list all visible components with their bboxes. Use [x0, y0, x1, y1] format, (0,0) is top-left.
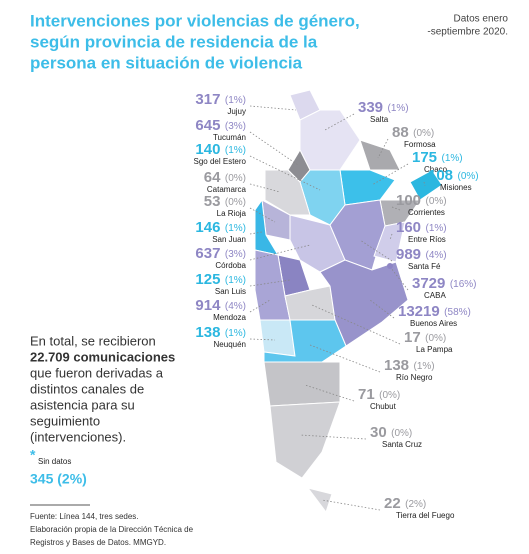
footnote: Fuente: Línea 144, tres sedes. [30, 512, 139, 521]
leader-line [369, 299, 395, 319]
summary-line: (intervenciones). [30, 429, 126, 444]
province-value: 3729 (16%) [412, 275, 477, 292]
map [254, 89, 443, 514]
province-name: Santa Fé [408, 262, 441, 271]
summary-line: asistencia para su [30, 397, 135, 412]
summary-line: distintos canales de [30, 381, 144, 396]
province-name: Tucumán [213, 133, 246, 142]
province-value: 100 (0%) [396, 192, 447, 209]
province-value: 160 (1%) [396, 219, 447, 236]
region [263, 361, 341, 407]
province-value: 64 (0%) [204, 169, 246, 186]
leader-line [299, 434, 367, 440]
summary-line: que fueron derivadas a [30, 365, 164, 380]
province-value: 13219 (58%) [398, 303, 471, 320]
province-value: 637 (3%) [195, 245, 246, 262]
province-value: 140 (1%) [195, 141, 246, 158]
province-name: Chaco [424, 165, 448, 174]
province-value: 317 (1%) [195, 91, 246, 108]
leader-line [359, 239, 393, 262]
region [259, 319, 296, 357]
region [264, 169, 311, 216]
leader-line [249, 131, 299, 166]
leader-line [377, 138, 389, 159]
province-name: Tierra del Fuego [396, 511, 455, 520]
province-name: Sgo del Estero [194, 157, 247, 166]
missing-label: Sin datos [38, 457, 71, 466]
province-value: 138 (1%) [384, 357, 435, 374]
province-name: Salta [370, 115, 389, 124]
region [409, 169, 443, 201]
province-value: 71 (0%) [358, 386, 400, 403]
province-name: San Luis [215, 287, 246, 296]
province-value: 17 (0%) [404, 329, 446, 346]
leader-line [391, 206, 401, 211]
province-value: 125 (1%) [195, 271, 246, 288]
province-name: La Pampa [416, 345, 453, 354]
title: persona en situación de violencia [30, 53, 303, 72]
region [306, 487, 333, 514]
date-note: -septiembre 2020. [427, 27, 508, 38]
province-value: 108 (0%) [428, 167, 479, 184]
province-value: 645 (3%) [195, 117, 246, 134]
province-name: Entre Ríos [408, 235, 446, 244]
region [299, 109, 361, 171]
province-name: San Juan [212, 235, 246, 244]
leader-line [249, 105, 297, 111]
province-name: CABA [424, 291, 446, 300]
leader-line [304, 384, 355, 402]
missing-star: * [30, 447, 36, 463]
province-value: 339 (1%) [358, 99, 409, 116]
province-value: 22 (2%) [384, 495, 426, 512]
leader-line [390, 267, 409, 291]
province-name: Chubut [370, 402, 397, 411]
title: según provincia de residencia de la [30, 32, 318, 51]
leader-line [249, 299, 271, 313]
province-name: Buenos Aires [410, 319, 457, 328]
leader-line [249, 155, 321, 191]
footnote: Elaboración propia de la Dirección Técni… [30, 525, 194, 534]
province-value: 989 (4%) [396, 246, 447, 263]
province-name: Misiones [440, 183, 472, 192]
province-name: Jujuy [227, 107, 246, 116]
region [254, 198, 280, 256]
province-name: Formosa [404, 140, 436, 149]
summary-line: 22.709 comunicaciones [30, 349, 175, 364]
footnote: Registros y Bases de Datos. MMGYD. [30, 538, 166, 547]
province-name: Catamarca [207, 185, 247, 194]
province-name: Neuquén [214, 340, 246, 349]
province-name: Córdoba [215, 261, 246, 270]
leader-line [249, 338, 276, 341]
province-value: 914 (4%) [195, 297, 246, 314]
summary-line: seguimiento [30, 413, 100, 428]
province-name: La Rioja [217, 209, 247, 218]
province-value: 53 (0%) [204, 193, 246, 210]
date-note: Datos enero [454, 14, 509, 25]
province-value: 30 (0%) [370, 424, 412, 441]
province-name: Río Negro [396, 373, 433, 382]
province-value: 146 (1%) [195, 219, 246, 236]
province-value: 138 (1%) [195, 324, 246, 341]
province-name: Mendoza [213, 313, 246, 322]
leader-line [249, 207, 276, 223]
missing-value: 345 (2%) [30, 471, 87, 487]
summary-line: En total, se recibieron [30, 333, 156, 348]
leader-line [423, 181, 426, 187]
leader-line [321, 499, 381, 511]
region [387, 263, 393, 269]
province-value: 88 (0%) [392, 124, 434, 141]
leader-line [249, 183, 281, 193]
region [269, 401, 341, 479]
province-value: 175 (1%) [412, 149, 463, 166]
province-name: Santa Cruz [382, 440, 422, 449]
title: Intervenciones por violencias de género, [30, 11, 360, 30]
province-name: Corrientes [408, 208, 445, 217]
leader-line [389, 233, 393, 241]
